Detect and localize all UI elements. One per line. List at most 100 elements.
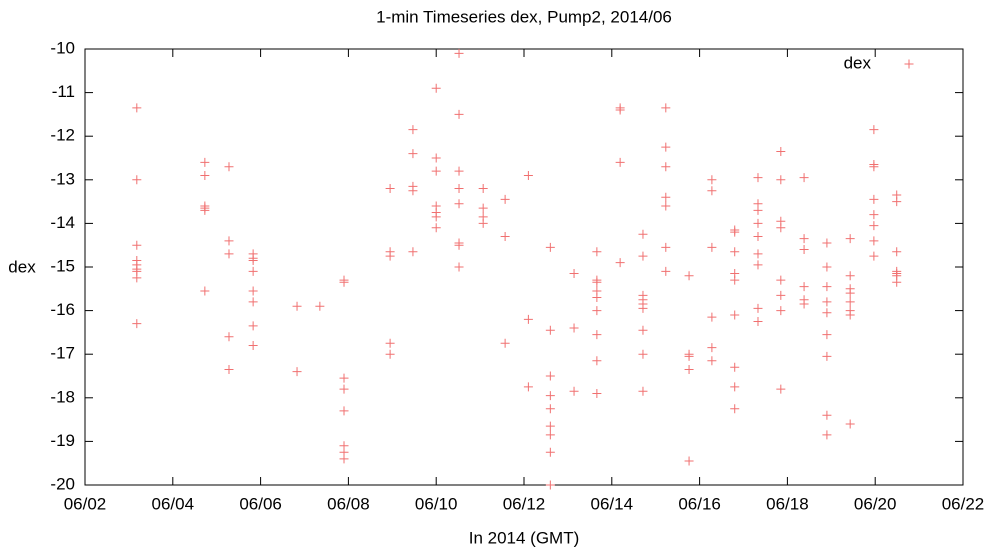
x-tick-label: 06/12 xyxy=(503,494,546,513)
point xyxy=(385,251,395,261)
point xyxy=(592,247,602,257)
point xyxy=(523,382,533,392)
x-tick-label: 06/06 xyxy=(239,494,282,513)
point xyxy=(730,275,740,285)
point xyxy=(869,251,879,261)
point xyxy=(132,240,142,250)
point xyxy=(707,343,717,353)
point xyxy=(200,157,210,167)
y-tick-label: -16 xyxy=(50,300,75,319)
point xyxy=(661,266,671,276)
point xyxy=(638,325,648,335)
point xyxy=(500,194,510,204)
point xyxy=(615,105,625,115)
point xyxy=(224,162,234,172)
point xyxy=(500,231,510,241)
point xyxy=(684,456,694,466)
point xyxy=(500,338,510,348)
point xyxy=(869,194,879,204)
point xyxy=(869,236,879,246)
point xyxy=(869,125,879,135)
point xyxy=(339,277,349,287)
point xyxy=(431,153,441,163)
point xyxy=(224,364,234,374)
point xyxy=(132,103,142,113)
point xyxy=(292,301,302,311)
y-tick-label: -12 xyxy=(50,126,75,145)
point xyxy=(431,83,441,93)
point xyxy=(753,231,763,241)
point xyxy=(845,234,855,244)
point xyxy=(523,170,533,180)
point xyxy=(339,454,349,464)
point xyxy=(224,236,234,246)
point xyxy=(592,293,602,303)
y-tick-label: -18 xyxy=(50,387,75,406)
point xyxy=(385,184,395,194)
point xyxy=(478,203,488,213)
x-tick-label: 06/14 xyxy=(591,494,634,513)
point xyxy=(892,247,902,257)
point xyxy=(822,430,832,440)
point xyxy=(638,349,648,359)
point xyxy=(408,149,418,159)
point xyxy=(707,312,717,322)
point xyxy=(248,297,258,307)
point xyxy=(845,288,855,298)
x-tick-label: 06/16 xyxy=(678,494,721,513)
point xyxy=(615,258,625,268)
chart-title: 1-min Timeseries dex, Pump2, 2014/06 xyxy=(376,7,672,26)
point xyxy=(776,146,786,156)
legend-marker xyxy=(904,59,914,69)
point xyxy=(661,103,671,113)
y-axis-label: dex xyxy=(8,257,36,276)
point xyxy=(592,277,602,287)
point xyxy=(730,362,740,372)
point xyxy=(845,271,855,281)
point xyxy=(730,382,740,392)
point xyxy=(569,269,579,279)
point xyxy=(730,404,740,414)
point xyxy=(408,125,418,135)
x-tick-label: 06/02 xyxy=(64,494,107,513)
point xyxy=(822,262,832,272)
point xyxy=(684,351,694,361)
point xyxy=(707,175,717,185)
point xyxy=(478,218,488,228)
point xyxy=(822,282,832,292)
point xyxy=(869,210,879,220)
point xyxy=(339,373,349,383)
point xyxy=(454,240,464,250)
point xyxy=(707,356,717,366)
point xyxy=(799,234,809,244)
point xyxy=(248,266,258,276)
point xyxy=(776,223,786,233)
point xyxy=(822,410,832,420)
x-tick-label: 06/08 xyxy=(327,494,370,513)
point xyxy=(454,262,464,272)
point xyxy=(132,319,142,329)
point xyxy=(661,142,671,152)
point xyxy=(822,330,832,340)
point xyxy=(569,386,579,396)
point xyxy=(799,173,809,183)
y-tick-label: -19 xyxy=(50,431,75,450)
point xyxy=(408,186,418,196)
point xyxy=(684,364,694,374)
point xyxy=(730,227,740,237)
point xyxy=(615,157,625,167)
point xyxy=(454,48,464,58)
y-tick-label: -10 xyxy=(50,38,75,57)
point xyxy=(638,251,648,261)
y-tick-label: -17 xyxy=(50,344,75,363)
y-tick-label: -20 xyxy=(50,474,75,493)
point xyxy=(776,275,786,285)
point xyxy=(385,338,395,348)
point xyxy=(753,260,763,270)
point xyxy=(730,247,740,257)
point xyxy=(799,282,809,292)
legend-label: dex xyxy=(844,53,872,72)
x-tick-label: 06/04 xyxy=(152,494,195,513)
point xyxy=(753,303,763,313)
